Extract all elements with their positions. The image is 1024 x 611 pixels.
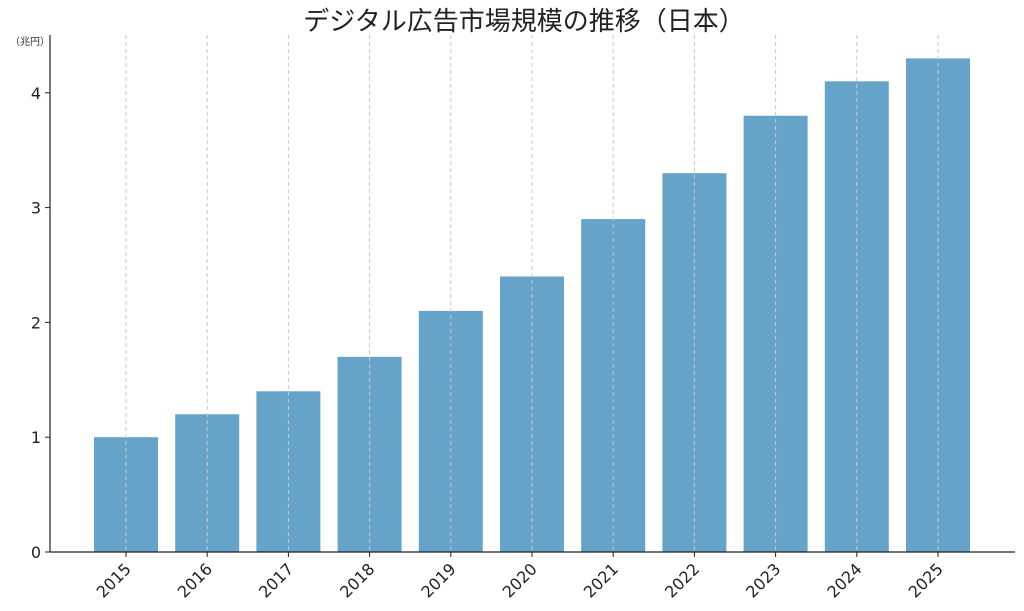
x-tick-label: 2021: [580, 559, 622, 601]
x-tick-label: 2023: [742, 559, 784, 601]
x-tick-label: 2018: [336, 559, 378, 601]
x-tick-label: 2025: [905, 559, 947, 601]
y-axis-unit-label: （兆円）: [10, 36, 50, 48]
x-tick-label: 2015: [93, 559, 135, 601]
bar-2022: [662, 173, 727, 552]
x-tick-label: 2016: [174, 559, 216, 601]
y-tick-label: 3: [31, 199, 41, 218]
chart-title: デジタル広告市場規模の推移（日本）: [303, 7, 744, 37]
bars: [94, 35, 970, 553]
x-tick-label: 2022: [661, 559, 703, 601]
x-tick-label: 2019: [417, 559, 459, 601]
bar-2019: [418, 310, 483, 552]
x-tick-label: 2024: [823, 559, 865, 601]
x-tick-label: 2017: [255, 559, 297, 601]
y-tick-label: 2: [31, 313, 41, 332]
y-tick-label: 0: [31, 543, 41, 562]
x-tick-label: 2020: [499, 559, 541, 601]
y-tick-label: 4: [31, 84, 41, 103]
x-axis-ticks: 2015 2016 2017 2018 2019 2020 2021 2022 2023 2024…: [93, 552, 947, 602]
y-tick-label: 1: [31, 428, 41, 447]
y-axis-ticks: 0 1 2 3 4: [31, 84, 50, 562]
